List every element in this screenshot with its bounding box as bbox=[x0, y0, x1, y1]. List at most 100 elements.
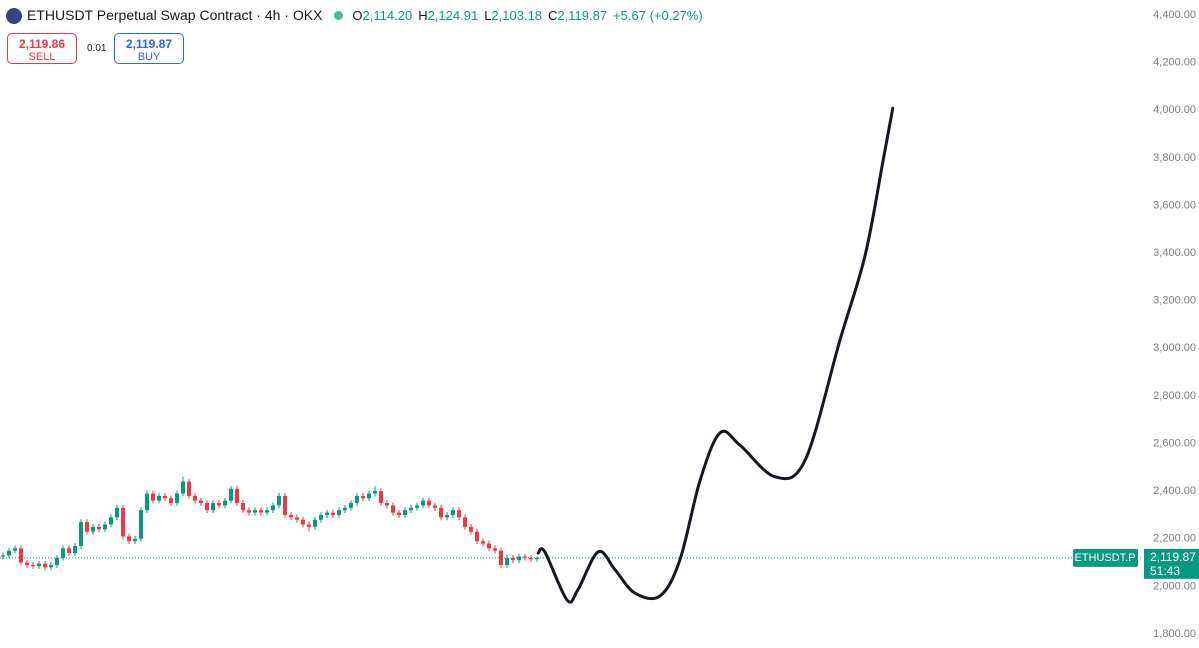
candle-body bbox=[397, 512, 401, 515]
candle-body bbox=[373, 491, 377, 494]
symbol-tag-bg bbox=[1073, 548, 1138, 567]
y-tick-label: 3,200.00 bbox=[1153, 295, 1196, 307]
legend-key: O bbox=[352, 7, 363, 23]
candle-body bbox=[469, 526, 473, 532]
candle-body bbox=[157, 495, 161, 501]
candle-body bbox=[85, 522, 89, 532]
candle-body bbox=[319, 514, 323, 520]
countdown: 51:43 bbox=[1150, 564, 1180, 578]
candle-body bbox=[181, 481, 185, 494]
y-tick-label: 2,400.00 bbox=[1153, 485, 1196, 497]
candle-body bbox=[175, 493, 179, 504]
candle-body bbox=[109, 517, 113, 525]
candle-body bbox=[7, 550, 11, 556]
candle-body bbox=[1, 555, 5, 557]
candle-body bbox=[205, 503, 209, 511]
candle-body bbox=[211, 503, 215, 511]
y-tick-label: 4,400.00 bbox=[1153, 9, 1196, 21]
candle-body bbox=[487, 543, 491, 549]
candle-body bbox=[433, 505, 437, 508]
candle-body bbox=[529, 557, 533, 560]
candle-body bbox=[235, 488, 239, 504]
legend-value: 2,119.87 bbox=[557, 7, 608, 23]
candle-body bbox=[19, 548, 23, 563]
y-tick-label: 1,800.00 bbox=[1153, 628, 1196, 640]
candle-body bbox=[121, 507, 125, 537]
symbol-tag: ETHUSDT.P bbox=[1074, 552, 1135, 564]
y-tick-label: 3,600.00 bbox=[1153, 199, 1196, 211]
candle-body bbox=[481, 541, 485, 544]
ohlc-legend: O 2,114.20 H 2,124.91 L 2,103.18 C 2,119.87 bbox=[352, 8, 613, 23]
candle-body bbox=[73, 545, 77, 554]
candle-body bbox=[505, 557, 509, 565]
candle-body bbox=[385, 503, 389, 506]
spread: 0.01 bbox=[87, 43, 107, 54]
price-tag: 2,119.87 bbox=[1150, 550, 1196, 564]
candle-body bbox=[409, 507, 413, 511]
price-tag-bg bbox=[1144, 548, 1199, 579]
candle-body bbox=[79, 522, 83, 546]
y-tick-label: 2,800.00 bbox=[1153, 390, 1196, 402]
header: ETHUSDT Perpetual Swap Contract · 4h · O… bbox=[27, 7, 709, 23]
candle-body bbox=[67, 548, 71, 554]
candle-body bbox=[295, 517, 299, 520]
candle-body bbox=[25, 562, 29, 565]
candle-body bbox=[511, 557, 515, 561]
candle-body bbox=[523, 556, 527, 558]
buy-label: BUY bbox=[137, 51, 161, 63]
candle-body bbox=[451, 510, 455, 515]
candle-body bbox=[535, 557, 539, 560]
candle-body bbox=[13, 548, 17, 551]
candle-body bbox=[445, 514, 449, 518]
candle-body bbox=[307, 524, 311, 527]
candle-body bbox=[379, 491, 383, 504]
candle-body bbox=[259, 510, 263, 513]
candle-body bbox=[163, 495, 167, 499]
y-tick-label: 2,600.00 bbox=[1153, 437, 1196, 449]
candle-body bbox=[361, 495, 365, 499]
candle-body bbox=[169, 498, 173, 504]
candle-body bbox=[493, 548, 497, 551]
legend-key: C bbox=[548, 7, 558, 23]
legend-value: 2,114.20 bbox=[362, 7, 413, 23]
candle-body bbox=[31, 564, 35, 567]
candle-body bbox=[55, 557, 59, 565]
candle-body bbox=[367, 493, 371, 499]
candle-body bbox=[277, 495, 281, 506]
candle-body bbox=[151, 493, 155, 501]
candle-body bbox=[43, 563, 47, 568]
candle-body bbox=[463, 517, 467, 527]
candle-body bbox=[187, 481, 191, 496]
legend-key: L bbox=[484, 7, 492, 23]
candle-body bbox=[427, 500, 431, 506]
candle-body bbox=[217, 503, 221, 506]
candle-body bbox=[337, 510, 341, 515]
candle-body bbox=[49, 564, 53, 568]
candle-body bbox=[517, 556, 521, 561]
candle-body bbox=[61, 548, 65, 558]
candle-body bbox=[439, 507, 443, 518]
candle-body bbox=[355, 495, 359, 504]
candle-body bbox=[271, 505, 275, 511]
candle-body bbox=[241, 503, 245, 511]
candle-body bbox=[115, 507, 119, 518]
symbol-icon bbox=[6, 8, 22, 24]
y-tick-label: 2,000.00 bbox=[1153, 580, 1196, 592]
candle-body bbox=[331, 512, 335, 515]
candle-body bbox=[145, 493, 149, 511]
sell-button[interactable]: 2,119.86 SELL bbox=[7, 33, 77, 64]
sell-label: SELL bbox=[28, 51, 56, 63]
buy-button[interactable]: 2,119.87 BUY bbox=[114, 33, 184, 64]
change: +5.67 (+0.27%) bbox=[613, 7, 703, 23]
drawn-line bbox=[536, 106, 895, 604]
candle-body bbox=[313, 519, 317, 527]
candle-body bbox=[253, 510, 257, 513]
candle-body bbox=[139, 510, 143, 539]
candle-body bbox=[289, 514, 293, 518]
candle-body bbox=[415, 505, 419, 508]
candle-body bbox=[421, 500, 425, 506]
candle-body bbox=[301, 519, 305, 525]
candle-body bbox=[103, 524, 107, 530]
